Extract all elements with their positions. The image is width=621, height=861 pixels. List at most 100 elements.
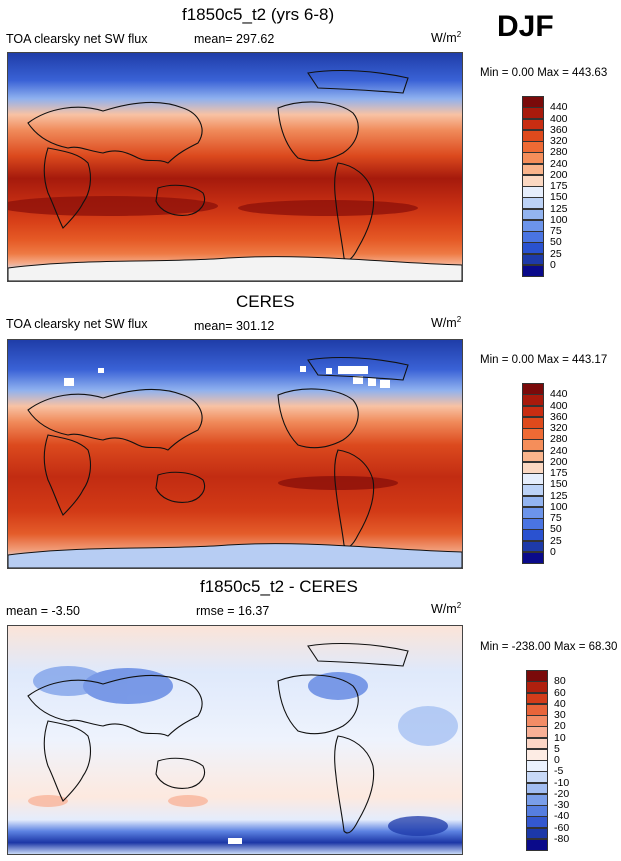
panel1-mean-label: mean= 297.62 [194, 32, 275, 46]
season-label: DJF [497, 10, 554, 43]
panel3-colorbar: 80 60 40 30 20 10 5 0 -5 -10 -20 -30 -40 -60 -80 [526, 670, 586, 851]
colorbar-swatch [522, 219, 544, 232]
panel2-map-svg [8, 340, 462, 568]
colorbar-label: 25 [550, 247, 562, 260]
panel3-rmse-label: rmse = 16.37 [196, 604, 270, 618]
colorbar-swatch [526, 692, 548, 705]
colorbar-label: 0 [550, 258, 556, 271]
panel1-units: W/m2 [431, 30, 462, 46]
colorbar-swatch [522, 264, 544, 277]
colorbar-swatch [522, 174, 544, 187]
colorbar-swatch [522, 540, 544, 553]
colorbar-label: 25 [550, 534, 562, 547]
colorbar-swatch [522, 118, 544, 131]
colorbar-label: -40 [554, 810, 570, 823]
colorbar-label: 240 [550, 157, 568, 170]
colorbar-label: -80 [554, 832, 570, 845]
colorbar-swatch [522, 394, 544, 406]
colorbar-swatch [526, 748, 548, 761]
colorbar-label: 440 [550, 101, 568, 114]
panel3-title: f1850c5_t2 - CERES [200, 577, 358, 596]
panel1-variable-label: TOA clearsky net SW flux [6, 32, 148, 46]
colorbar-label: 0 [554, 754, 560, 766]
panel1-map [7, 52, 463, 282]
colorbar-label: 200 [550, 455, 568, 468]
colorbar-swatch [522, 473, 544, 485]
colorbar-label: 175 [550, 467, 568, 479]
colorbar-swatch [522, 405, 544, 418]
colorbar-label: 75 [550, 225, 562, 237]
colorbar-swatch [522, 253, 544, 266]
colorbar-swatch [522, 450, 544, 463]
colorbar-label: 5 [554, 742, 560, 755]
colorbar-label: -5 [554, 765, 564, 778]
colorbar-swatch [522, 506, 544, 519]
colorbar-label: 100 [550, 213, 568, 226]
colorbar-label: 50 [550, 523, 562, 536]
colorbar-swatch [522, 141, 544, 153]
colorbar-label: 20 [554, 720, 566, 733]
colorbar-label: 440 [550, 388, 568, 401]
colorbar-swatch [526, 715, 548, 727]
colorbar-swatch [522, 197, 544, 209]
colorbar-swatch [526, 838, 548, 851]
panel2-variable-label: TOA clearsky net SW flux [6, 317, 148, 331]
panel3-units: W/m2 [431, 601, 462, 617]
panel3-mean-label: mean = -3.50 [6, 604, 81, 618]
panel1-minmax: Min = 0.00 Max = 443.63 [480, 67, 608, 79]
colorbar-label: 280 [550, 433, 568, 446]
colorbar-label: 150 [550, 478, 568, 491]
colorbar-label: 125 [550, 489, 568, 502]
colorbar-swatch [526, 793, 548, 806]
colorbar-label: 150 [550, 191, 568, 204]
colorbar-swatch [522, 439, 544, 451]
colorbar-label: 0 [550, 545, 556, 558]
colorbar-swatch [522, 428, 544, 440]
panel3-map [7, 625, 463, 855]
colorbar-swatch [522, 163, 544, 176]
colorbar-label: 50 [550, 236, 562, 249]
panel3-minmax: Min = -238.00 Max = 68.30 [480, 641, 618, 653]
panel3-map-svg [8, 626, 462, 854]
colorbar-label: 360 [550, 123, 568, 136]
colorbar-swatch [522, 551, 544, 564]
panel2-units: W/m2 [431, 315, 462, 331]
colorbar-label: -20 [554, 787, 570, 800]
colorbar-swatch [526, 782, 548, 795]
colorbar-swatch [526, 703, 548, 716]
colorbar-swatch [522, 186, 544, 198]
colorbar-label: 75 [550, 512, 562, 524]
panel2-colorbar: 440 400 360 320 280 240 200 175 150 125 100 75 50 25 0 [522, 383, 582, 564]
colorbar-swatch [522, 461, 544, 474]
colorbar-swatch [522, 152, 544, 164]
colorbar-swatch [526, 760, 548, 772]
colorbar-swatch [526, 816, 548, 828]
colorbar-swatch [526, 681, 548, 693]
colorbar-label: 400 [550, 112, 568, 125]
colorbar-label: 320 [550, 135, 568, 147]
colorbar-swatch [526, 726, 548, 738]
panel2-map [7, 339, 463, 569]
colorbar-label: 10 [554, 731, 566, 744]
panel1-map-svg [8, 53, 462, 281]
colorbar-label: 280 [550, 146, 568, 159]
colorbar-label: -30 [554, 799, 570, 811]
colorbar-label: 175 [550, 180, 568, 192]
colorbar-swatch [526, 827, 548, 840]
colorbar-label: -60 [554, 821, 570, 834]
colorbar-label: 80 [554, 675, 566, 688]
colorbar-swatch [522, 96, 544, 108]
colorbar-label: 30 [554, 709, 566, 721]
colorbar-swatch [522, 416, 544, 429]
colorbar-swatch [522, 518, 544, 530]
colorbar-swatch [522, 484, 544, 496]
colorbar-swatch [522, 495, 544, 508]
colorbar-label: 40 [554, 697, 566, 710]
colorbar-label: -10 [554, 776, 570, 789]
colorbar-swatch [522, 208, 544, 221]
colorbar-swatch [522, 129, 544, 142]
colorbar-label: 60 [554, 686, 566, 699]
panel2-mean-label: mean= 301.12 [194, 319, 275, 333]
panel2-minmax: Min = 0.00 Max = 443.17 [480, 354, 608, 366]
colorbar-swatch [526, 670, 548, 682]
